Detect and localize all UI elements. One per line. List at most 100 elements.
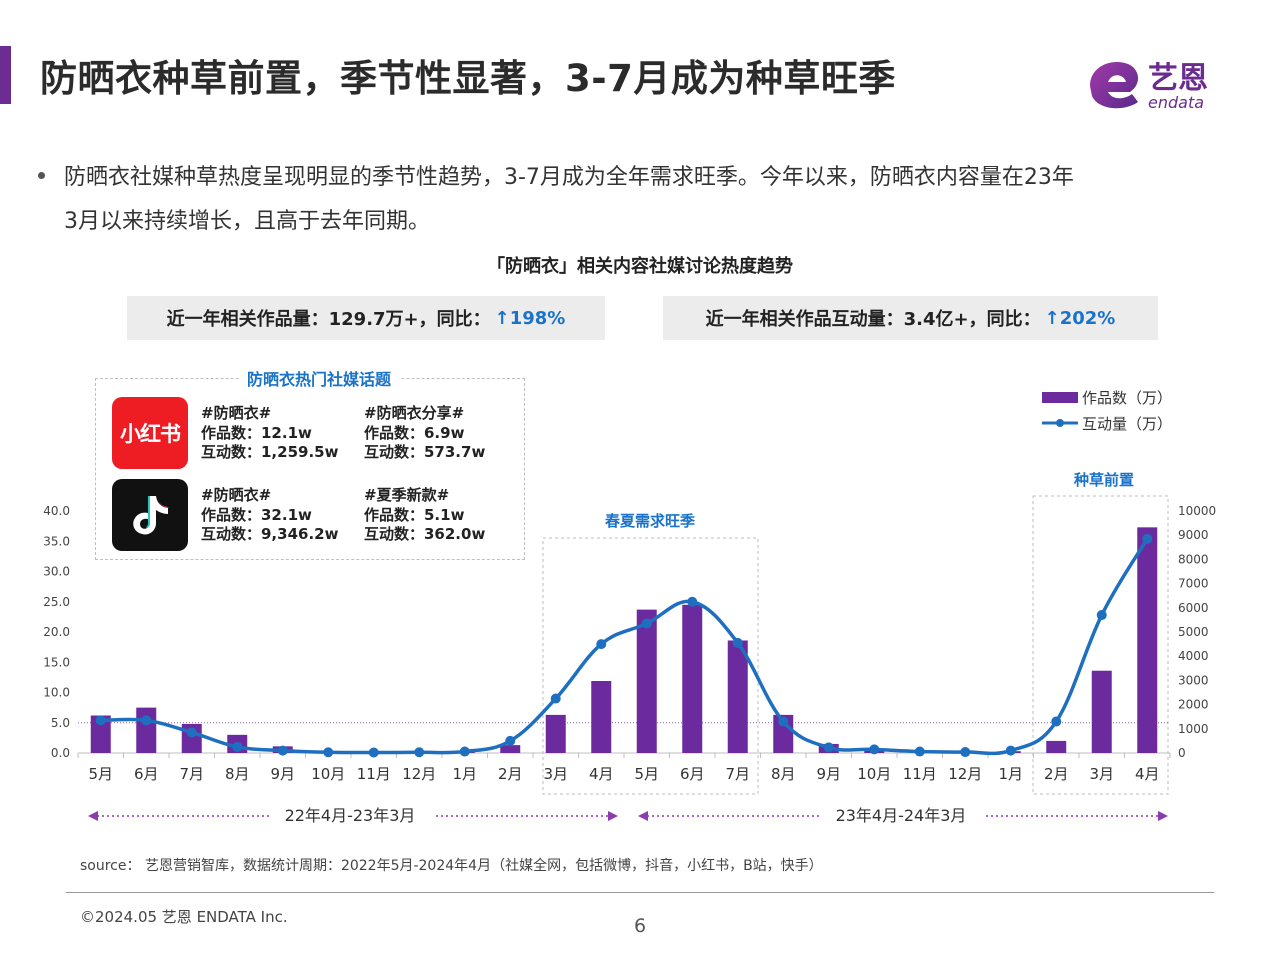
y-right-tick-label: 4000 (1178, 649, 1209, 663)
x-tick-label: 2月 (1044, 765, 1069, 783)
xhs-topic-1-interact: 互动数：1,259.5w (201, 443, 339, 461)
tiktok-note-icon (133, 496, 169, 535)
x-tick-label: 3月 (543, 765, 568, 783)
y-left-tick-label: 30.0 (43, 565, 70, 579)
y-left-tick-label: 20.0 (43, 625, 70, 639)
hot-topics-title: 防晒衣热门社媒话题 (95, 366, 543, 390)
x-tick-label: 7月 (179, 765, 204, 783)
pre-seeding-box (1032, 495, 1169, 795)
endata-logo: 艺恩 endata (1084, 52, 1234, 114)
bar-works (1091, 670, 1112, 753)
bullet-dot (38, 172, 45, 179)
legend-line-marker (1056, 419, 1064, 427)
y-right-tick-label: 7000 (1178, 577, 1209, 591)
xhs-topic-1-works: 作品数：12.1w (201, 423, 312, 442)
interaction-point (1096, 610, 1107, 621)
page-title: 防晒衣种草前置，季节性显著，3-7月成为种草旺季 (40, 57, 896, 100)
endata-logo-icon: 艺恩 endata (1090, 61, 1208, 112)
bar-works (500, 745, 521, 753)
x-tick-label: 11月 (357, 765, 391, 783)
y-left-tick-label: 10.0 (43, 686, 70, 700)
x-tick-label: 9月 (270, 765, 295, 783)
y-right-tick-label: 1000 (1178, 722, 1209, 736)
pre-seeding-label: 种草前置 (1073, 471, 1134, 489)
copyright: ©2024.05 艺恩 ENDATA Inc. (80, 908, 288, 926)
legend-bar-label: 作品数（万） (1082, 389, 1172, 407)
xhs-topic-2-interact: 互动数：573.7w (364, 443, 486, 461)
y-left-tick-label: 25.0 (43, 595, 70, 609)
x-tick-label: 3月 (1089, 765, 1114, 783)
interaction-point (823, 742, 834, 753)
y-left-tick-label: 0.0 (51, 746, 70, 760)
footer-divider (66, 892, 1214, 893)
x-tick-label: 5月 (88, 765, 113, 783)
x-tick-label: 2月 (498, 765, 523, 783)
title-accent-bar (0, 46, 11, 104)
douyin-topic-2-interact: 互动数：362.0w (364, 525, 486, 543)
y-right-tick-label: 6000 (1178, 601, 1209, 615)
interaction-point (459, 746, 470, 757)
xhs-topic-2-works: 作品数：6.9w (364, 423, 465, 442)
interaction-point (596, 639, 607, 650)
x-tick-label: 4月 (1135, 765, 1160, 783)
period-2-left-arrow (638, 811, 648, 821)
y-right-tick-label: 10000 (1178, 504, 1216, 518)
y-right-tick-label: 5000 (1178, 625, 1209, 639)
xiaohongshu-icon: 小红书 (112, 397, 188, 469)
interaction-point (95, 715, 106, 726)
x-tick-label: 8月 (771, 765, 796, 783)
x-tick-label: 12月 (402, 765, 436, 783)
period-1-left-arrow (88, 811, 98, 821)
bar-works (136, 707, 157, 753)
summary-line-2: 3月以来持续增长，且高于去年同期。 (64, 209, 430, 234)
x-tick-label: 1月 (998, 765, 1023, 783)
period-2-right-arrow (1158, 811, 1168, 821)
logo-text: 艺恩 (1148, 61, 1208, 96)
y-left-tick-label: 35.0 (43, 534, 70, 548)
interaction-stat-label: 近一年相关作品互动量：3.4亿+，同比： (705, 309, 1041, 330)
y-right-tick-label: 8000 (1178, 552, 1209, 566)
bar-works (682, 604, 703, 753)
interaction-point (414, 747, 425, 758)
interaction-point (505, 735, 516, 746)
x-tick-label: 8月 (225, 765, 250, 783)
interaction-point (368, 747, 379, 758)
x-tick-label: 7月 (725, 765, 750, 783)
source-note: source： 艺恩营销智库，数据统计周期：2022年5月-2024年4月（社媒… (80, 858, 823, 874)
y-left-tick-label: 15.0 (43, 655, 70, 669)
period-2-label: 23年4月-24年3月 (836, 806, 967, 825)
bar-works (636, 609, 657, 753)
y-right-tick-label: 0 (1178, 746, 1186, 760)
xhs-topic-1-tag: #防晒衣# (201, 404, 272, 422)
interaction-point (277, 745, 288, 756)
interaction-point (732, 637, 743, 648)
works-stat-box: 近一年相关作品量：129.7万+，同比： ↑198% (127, 296, 605, 340)
y-left-tick-label: 5.0 (51, 716, 70, 730)
y-left-tick-label: 40.0 (43, 504, 70, 518)
xhs-topic-2-tag: #防晒衣分享# (364, 404, 465, 422)
x-tick-label: 12月 (948, 765, 982, 783)
bar-works (727, 640, 748, 753)
douyin-topic-1: #防晒衣# 作品数：32.1w 互动数：9,346.2w (201, 486, 338, 545)
hot-topics-title-text: 防晒衣热门社媒话题 (238, 370, 399, 389)
summary-text: 防晒衣社媒种草热度呈现明显的季节性趋势，3-7月成为全年需求旺季。今年以来，防晒… (64, 156, 1234, 244)
interaction-point (232, 741, 243, 752)
x-tick-label: 6月 (680, 765, 705, 783)
bar-works (90, 715, 111, 753)
bar-works (591, 681, 612, 753)
bar-works (1137, 527, 1158, 753)
period-1-right-arrow (608, 811, 618, 821)
period-1-label: 22年4月-23年3月 (285, 806, 416, 825)
legend-bar-swatch (1042, 392, 1078, 403)
x-tick-label: 5月 (634, 765, 659, 783)
douyin-topic-2: #夏季新款# 作品数：5.1w 互动数：362.0w (364, 486, 485, 545)
douyin-topic-1-interact: 互动数：9,346.2w (201, 525, 339, 543)
interaction-point (550, 693, 561, 704)
interaction-point (778, 716, 789, 727)
bar-works (1046, 740, 1067, 753)
douyin-icon (112, 479, 188, 551)
x-tick-label: 6月 (134, 765, 159, 783)
logo-subtext: endata (1148, 93, 1204, 112)
douyin-topic-1-tag: #防晒衣# (201, 486, 272, 504)
